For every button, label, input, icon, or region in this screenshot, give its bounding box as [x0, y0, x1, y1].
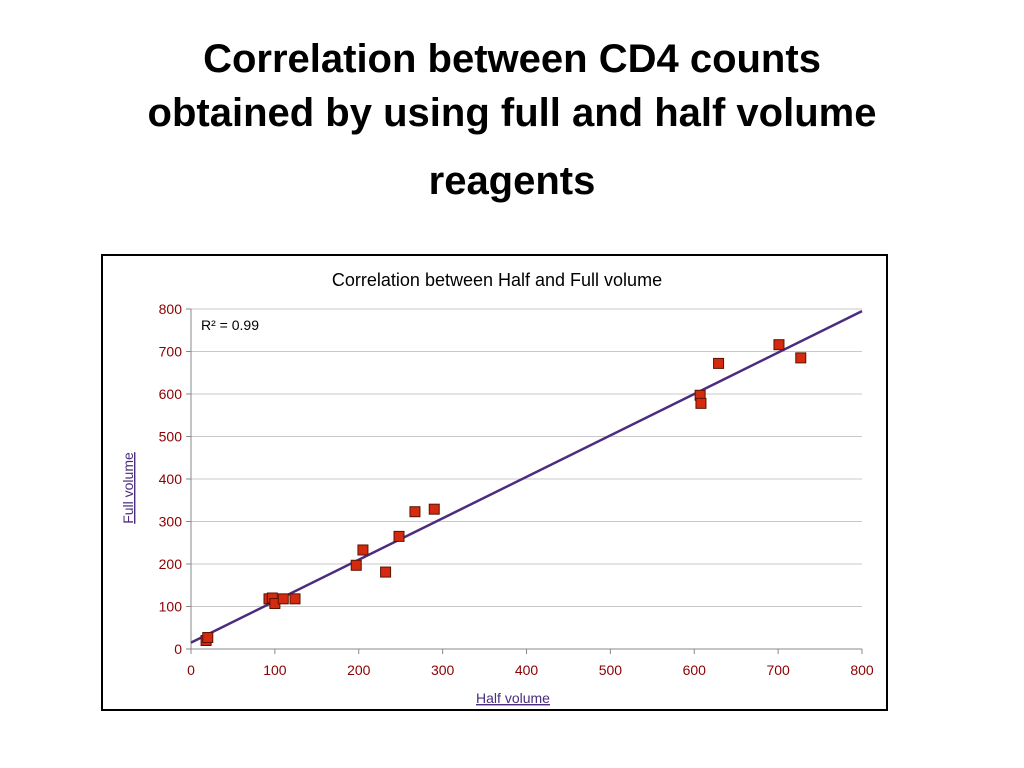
data-point-9: [357, 544, 369, 556]
data-point-18: [795, 352, 807, 364]
x-tick-label-0: 0: [187, 662, 195, 678]
y-axis-label: Full volume: [120, 452, 136, 524]
y-tick-label-400: 400: [159, 471, 183, 487]
y-tick-label-300: 300: [159, 514, 183, 530]
y-tick-label-0: 0: [174, 641, 182, 657]
data-point-2: [202, 632, 214, 644]
data-point-6: [277, 593, 289, 605]
trendline: [190, 310, 863, 644]
data-point-17: [773, 339, 785, 351]
data-point-10: [380, 566, 392, 578]
data-point-12: [409, 506, 421, 518]
x-tick-label-100: 100: [263, 662, 287, 678]
data-point-16: [713, 357, 725, 369]
y-tick-labels: 0 100 200 300 400 500 600 700 800: [159, 301, 183, 657]
slide-title-line-3: reagents: [428, 159, 596, 203]
x-axis-label: Half volume: [476, 690, 550, 706]
y-tick-label-800: 800: [159, 301, 183, 317]
data-point-13: [428, 503, 440, 515]
slide-title-line-2: obtained by using full and half volume: [147, 91, 877, 135]
data-point-15: [695, 397, 707, 409]
chart-frame: Correlation between Half and Full volume…: [101, 254, 888, 711]
x-tick-label-500: 500: [599, 662, 623, 678]
y-tick-label-600: 600: [159, 386, 183, 402]
x-tick-label-400: 400: [515, 662, 539, 678]
x-tick-label-300: 300: [431, 662, 455, 678]
chart-title: Correlation between Half and Full volume: [332, 270, 662, 290]
axes: [186, 308, 863, 654]
slide-title-line-1: Correlation between CD4 counts: [203, 37, 821, 81]
data-point-11: [393, 530, 405, 542]
r-squared-annotation: R² = 0.99: [201, 317, 259, 333]
gridlines: [191, 308, 862, 607]
y-tick-label-100: 100: [159, 599, 183, 615]
x-tick-label-200: 200: [347, 662, 371, 678]
data-point-7: [289, 593, 301, 605]
x-tick-label-700: 700: [766, 662, 790, 678]
y-tick-label-500: 500: [159, 429, 183, 445]
data-points: [200, 339, 807, 646]
x-tick-label-800: 800: [850, 662, 874, 678]
y-tick-label-200: 200: [159, 556, 183, 572]
scatter-chart: Correlation between Half and Full volume…: [120, 270, 874, 706]
x-tick-labels: 0 100 200 300 400 500 600 700 800: [187, 662, 874, 678]
x-tick-label-600: 600: [683, 662, 707, 678]
data-point-8: [350, 559, 362, 571]
y-tick-label-700: 700: [159, 344, 183, 360]
slide-title: Correlation between CD4 counts obtained …: [60, 32, 964, 208]
trendline-group: [190, 310, 863, 644]
